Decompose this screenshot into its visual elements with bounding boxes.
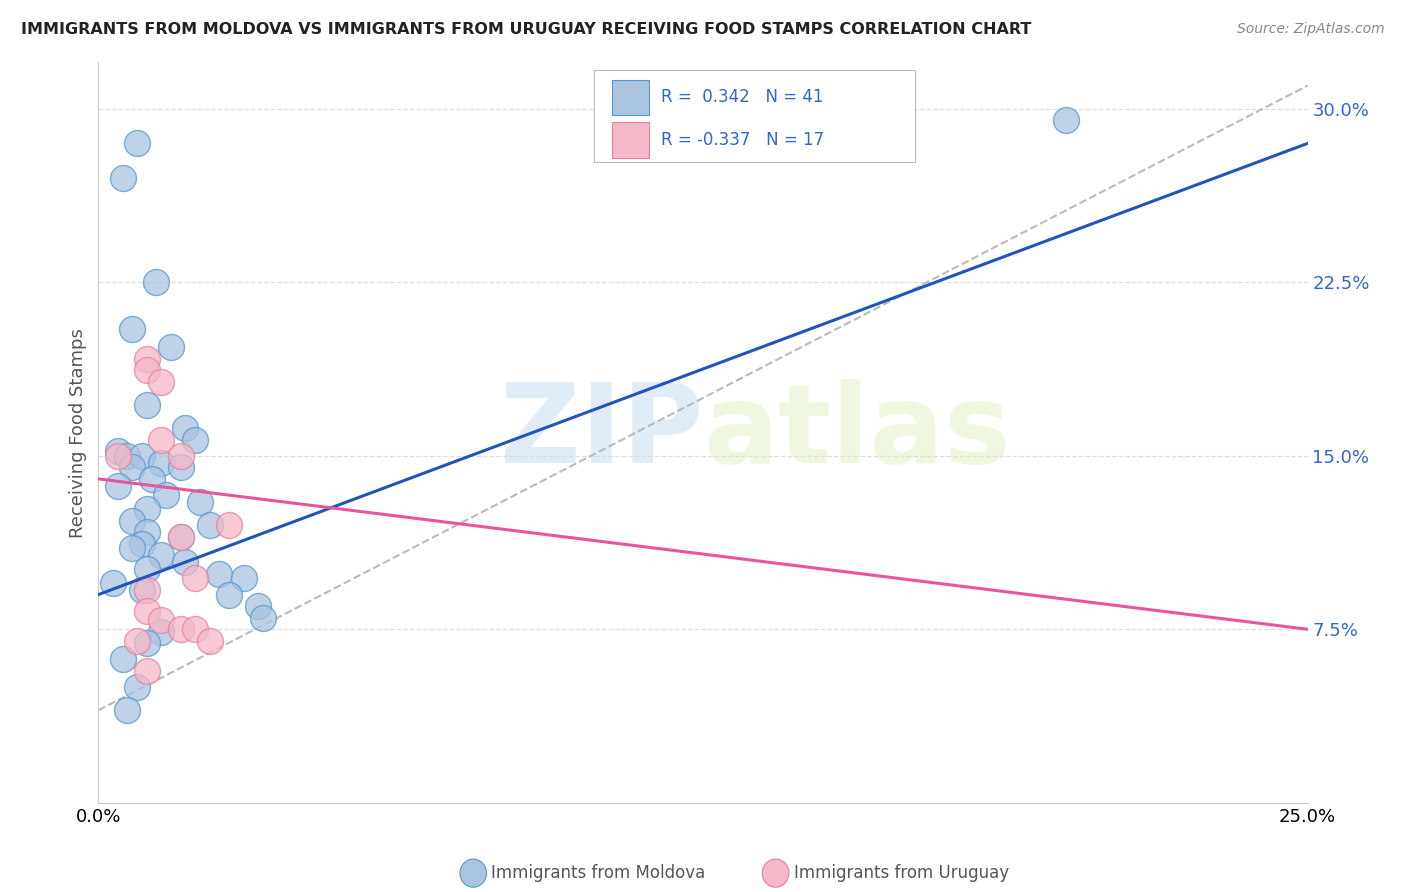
Point xyxy=(150,433,173,447)
Point xyxy=(169,622,191,636)
Point xyxy=(169,460,191,475)
Point xyxy=(135,636,157,650)
Point xyxy=(160,340,183,354)
Y-axis label: Receiving Food Stamps: Receiving Food Stamps xyxy=(69,327,87,538)
Ellipse shape xyxy=(762,859,789,888)
Point xyxy=(198,633,221,648)
Point xyxy=(117,449,139,463)
Point xyxy=(188,495,211,509)
Point xyxy=(135,604,157,618)
Point xyxy=(111,652,134,666)
Text: Immigrants from Moldova: Immigrants from Moldova xyxy=(492,864,706,882)
Text: R =  0.342   N = 41: R = 0.342 N = 41 xyxy=(661,88,823,106)
Point xyxy=(174,421,197,435)
Point xyxy=(150,613,173,627)
Point xyxy=(131,582,153,597)
FancyBboxPatch shape xyxy=(613,122,648,158)
Point xyxy=(184,571,207,585)
Point xyxy=(107,444,129,458)
Point xyxy=(135,525,157,540)
Text: Source: ZipAtlas.com: Source: ZipAtlas.com xyxy=(1237,22,1385,37)
Ellipse shape xyxy=(460,859,486,888)
Text: Immigrants from Uruguay: Immigrants from Uruguay xyxy=(793,864,1010,882)
Point xyxy=(184,622,207,636)
Text: atlas: atlas xyxy=(703,379,1011,486)
Point xyxy=(111,171,134,186)
Point xyxy=(198,518,221,533)
Point xyxy=(150,456,173,470)
Point xyxy=(218,588,240,602)
Point xyxy=(135,582,157,597)
Point xyxy=(121,321,143,335)
Point xyxy=(107,479,129,493)
Point xyxy=(135,398,157,412)
Point xyxy=(121,460,143,475)
Point xyxy=(121,514,143,528)
Point xyxy=(135,664,157,678)
Point xyxy=(184,433,207,447)
Point xyxy=(135,502,157,516)
Point xyxy=(101,576,124,591)
Point xyxy=(150,624,173,639)
Point xyxy=(127,680,149,694)
Point xyxy=(117,703,139,717)
Point xyxy=(107,449,129,463)
FancyBboxPatch shape xyxy=(613,79,648,115)
Point xyxy=(145,275,167,289)
Point xyxy=(247,599,270,614)
Point xyxy=(218,518,240,533)
Point xyxy=(141,472,163,486)
Text: IMMIGRANTS FROM MOLDOVA VS IMMIGRANTS FROM URUGUAY RECEIVING FOOD STAMPS CORRELA: IMMIGRANTS FROM MOLDOVA VS IMMIGRANTS FR… xyxy=(21,22,1032,37)
Point xyxy=(252,610,274,624)
Point xyxy=(169,530,191,544)
Point xyxy=(135,351,157,366)
Point xyxy=(121,541,143,556)
Point xyxy=(169,449,191,463)
Point xyxy=(1054,113,1077,128)
Point xyxy=(174,555,197,569)
Point xyxy=(169,530,191,544)
Point xyxy=(127,136,149,151)
Point xyxy=(135,363,157,377)
Point xyxy=(131,536,153,550)
FancyBboxPatch shape xyxy=(595,70,915,162)
Point xyxy=(150,375,173,389)
Point xyxy=(232,571,254,585)
Text: ZIP: ZIP xyxy=(499,379,703,486)
Text: R = -0.337   N = 17: R = -0.337 N = 17 xyxy=(661,131,824,149)
Point xyxy=(131,449,153,463)
Point xyxy=(208,566,231,581)
Point xyxy=(150,548,173,562)
Point xyxy=(127,633,149,648)
Point xyxy=(155,488,177,502)
Point xyxy=(135,562,157,576)
